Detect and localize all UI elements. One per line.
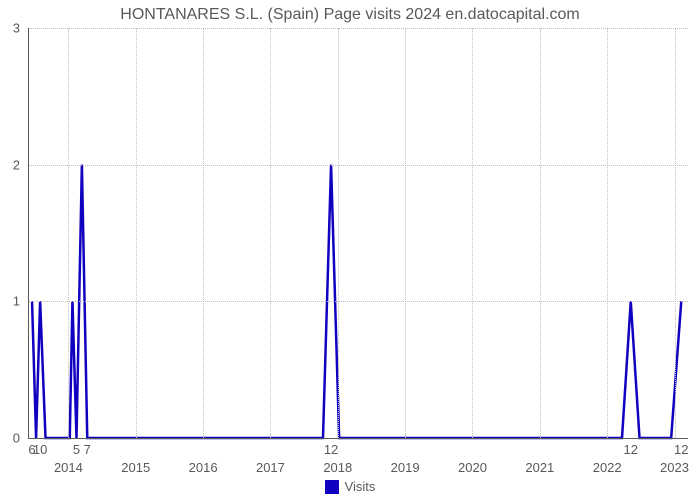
gridline-vertical [203,28,204,438]
chart-container: HONTANARES S.L. (Spain) Page visits 2024… [0,0,700,500]
legend-swatch [325,480,339,494]
x-year-label: 2021 [525,460,554,475]
y-tick-label: 3 [13,21,20,36]
legend-label: Visits [345,479,376,494]
x-year-label: 2016 [189,460,218,475]
y-tick-label: 2 [13,157,20,172]
x-year-label: 2019 [391,460,420,475]
y-tick-label: 1 [13,294,20,309]
x-year-label: 2023 [660,460,689,475]
x-year-label: 2015 [121,460,150,475]
gridline-vertical [607,28,608,438]
gridline-vertical [405,28,406,438]
gridline-horizontal [28,165,688,166]
data-point-label: 12 [674,442,688,457]
data-point-label: 10 [33,442,47,457]
series-line [28,28,688,438]
gridline-vertical [338,28,339,438]
chart-legend: Visits [0,478,700,494]
x-year-label: 2014 [54,460,83,475]
gridline-vertical [472,28,473,438]
y-tick-label: 0 [13,431,20,446]
gridline-horizontal [28,301,688,302]
x-year-label: 2020 [458,460,487,475]
x-year-label: 2022 [593,460,622,475]
gridline-vertical [675,28,676,438]
data-point-label: 12 [324,442,338,457]
gridline-vertical [136,28,137,438]
gridline-vertical [540,28,541,438]
x-year-label: 2017 [256,460,285,475]
chart-title: HONTANARES S.L. (Spain) Page visits 2024… [0,6,700,24]
plot-area: 0123201420152016201720182019202020212022… [28,28,688,438]
y-axis-line [28,28,29,438]
data-point-label: 5 [73,442,80,457]
data-point-label: 12 [624,442,638,457]
data-point-label: 7 [84,442,91,457]
gridline-vertical [270,28,271,438]
gridline-horizontal [28,28,688,29]
x-axis-line [28,438,688,439]
gridline-vertical [68,28,69,438]
x-year-label: 2018 [323,460,352,475]
